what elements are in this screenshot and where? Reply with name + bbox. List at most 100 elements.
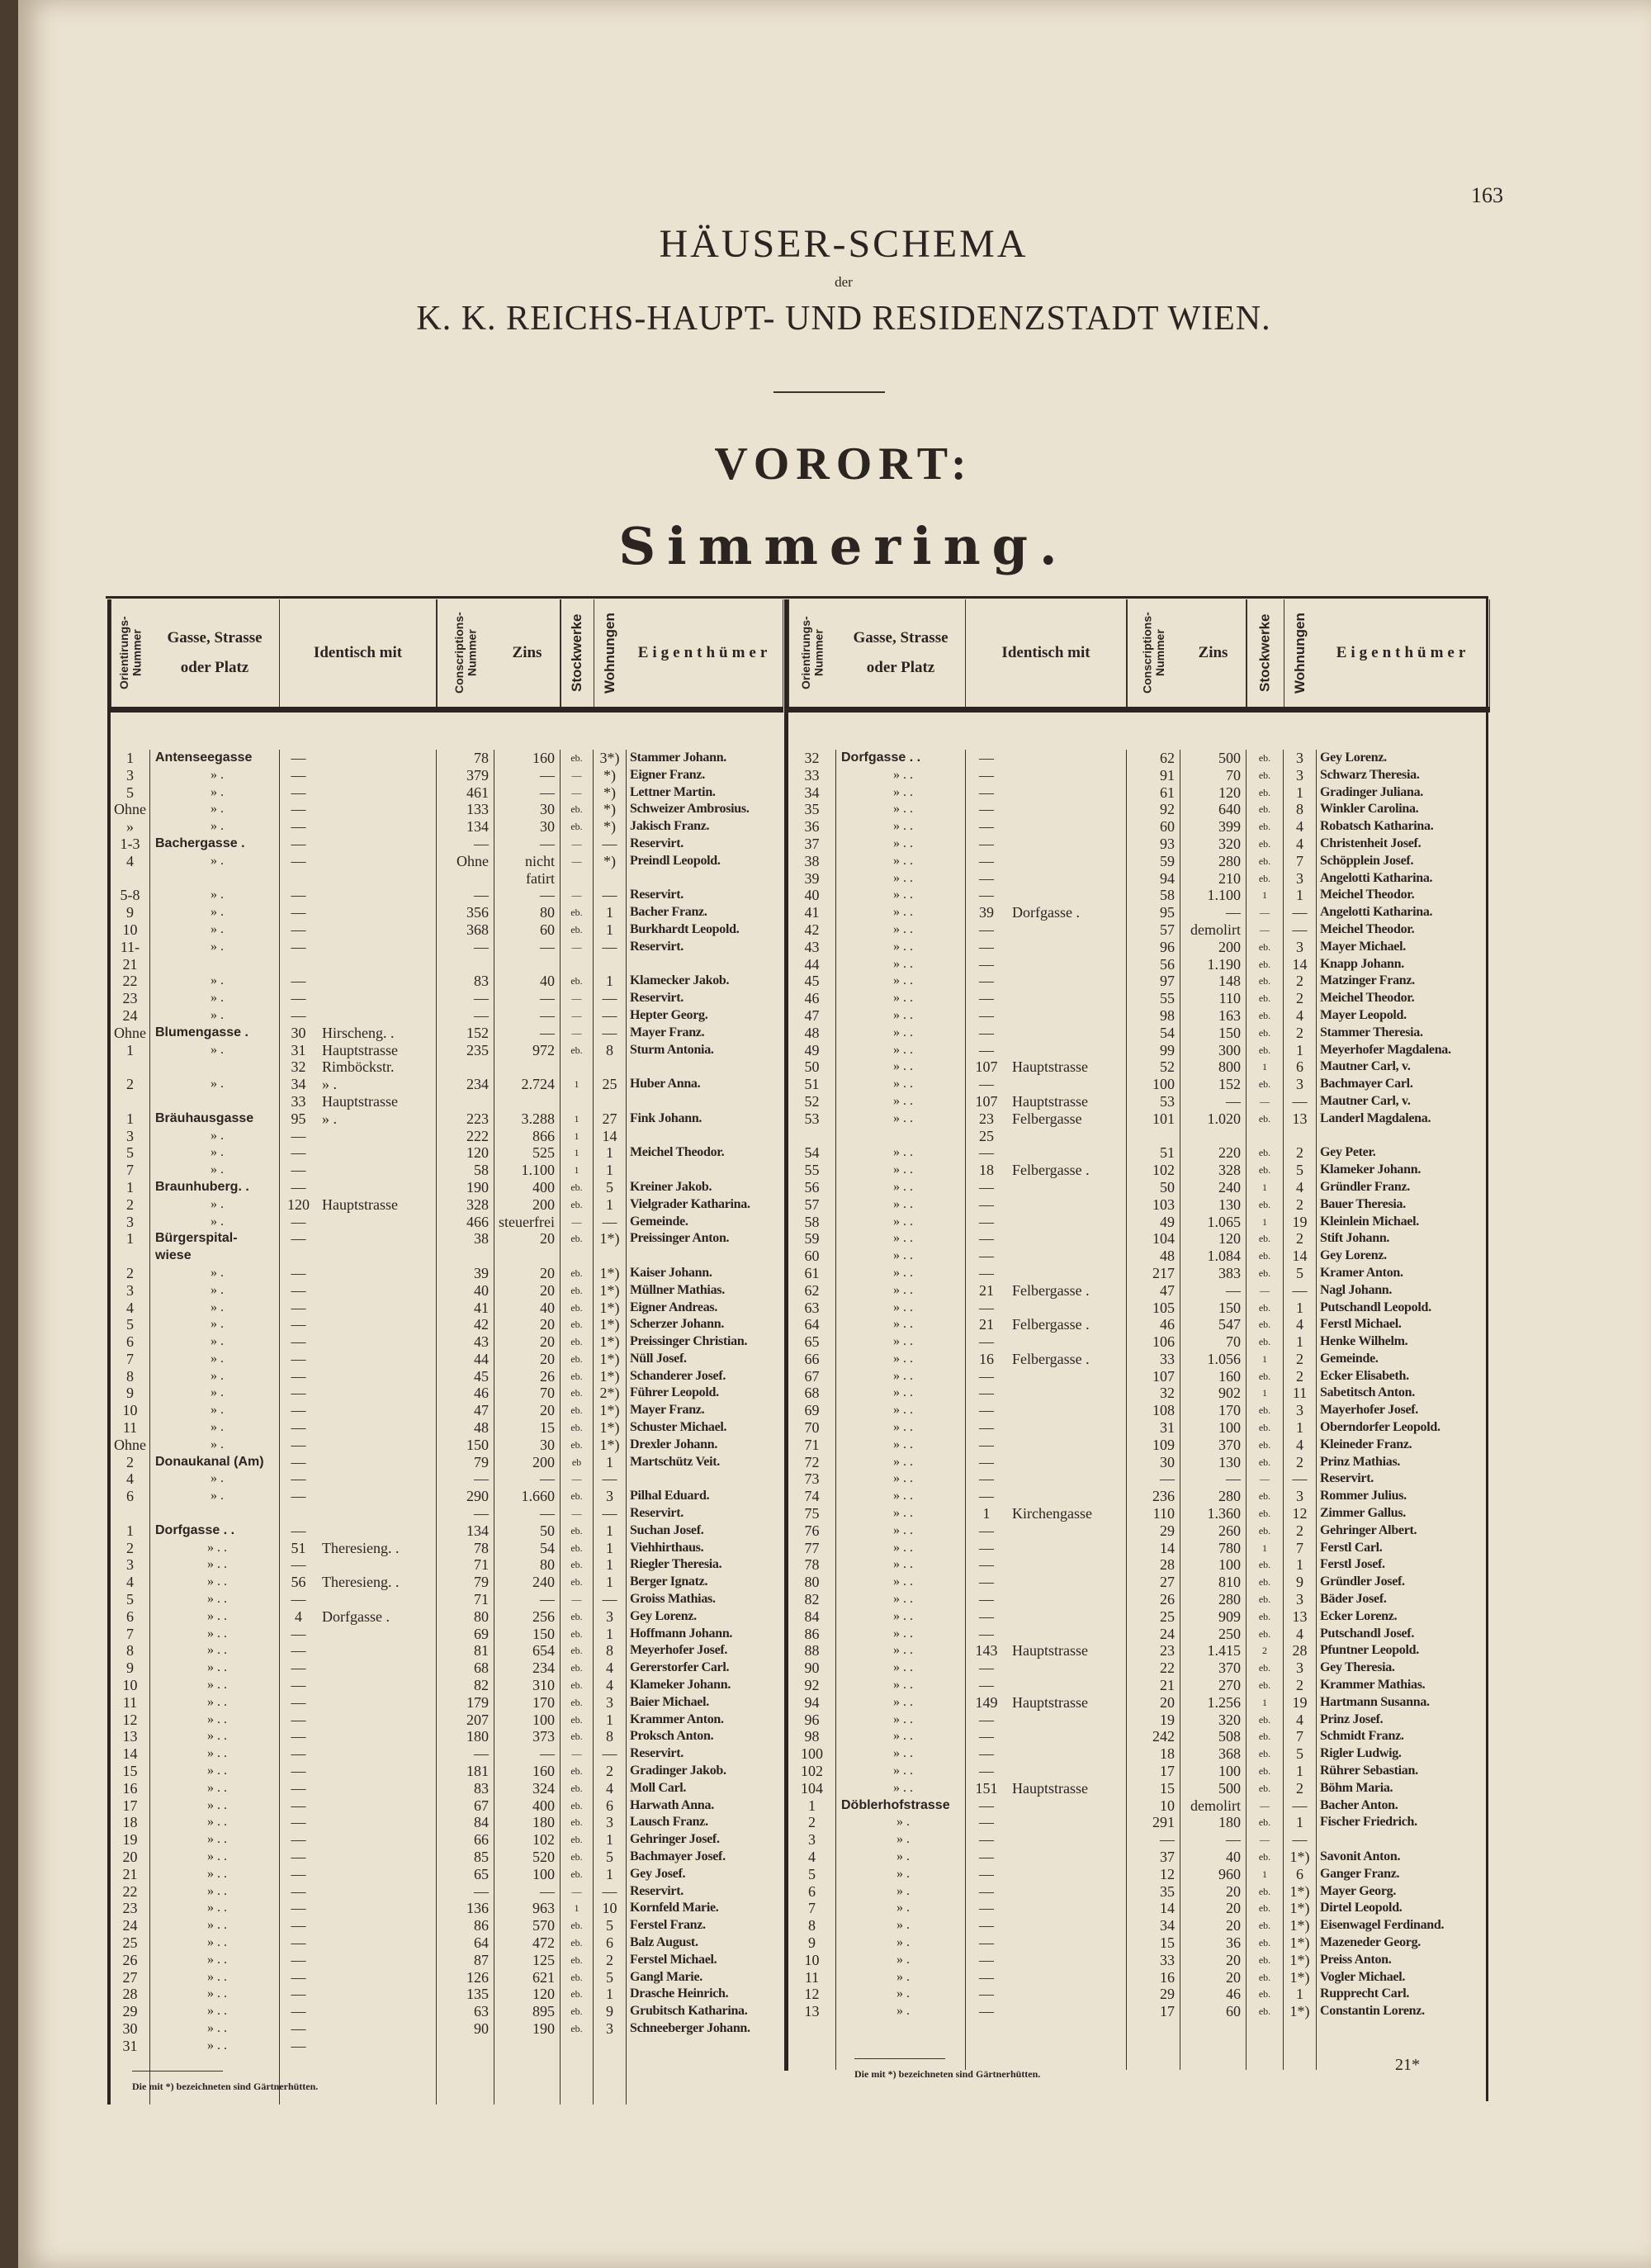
orient-number: 17 <box>111 1797 150 1815</box>
street-name: » . <box>150 973 280 991</box>
table-row: 9» . — 15 36 eb. 1*) Mazeneder Georg. <box>788 1934 1490 1952</box>
apartments: 1*) <box>594 1299 627 1317</box>
identical-street <box>317 750 437 767</box>
identical-number: — <box>979 1076 994 1093</box>
identical-number: — <box>291 2003 306 2020</box>
table-row: 62» . . 21 Felbergasse . 47— — — Nagl Johann. <box>788 1281 1490 1300</box>
table-row: 100» . . — 18 368 eb. 5 Rigler Ludwig. <box>788 1745 1490 1764</box>
apartments: 1*) <box>1284 1934 1317 1952</box>
orient-number: 55 <box>788 1162 836 1179</box>
identical-number: — <box>979 1900 994 1917</box>
conscription-number: — <box>437 1745 494 1764</box>
table-row: 13» . — 17 60 eb. 1*) Constantin Lorenz. <box>788 2003 1490 2020</box>
floors: eb. <box>1247 1917 1284 1934</box>
apartments: 3 <box>594 1814 627 1832</box>
street-name: » . <box>836 2003 966 2020</box>
floors: eb. <box>1247 784 1284 802</box>
street-name: » . . <box>836 1264 966 1282</box>
rent: 150 <box>1180 1299 1247 1317</box>
conscription-number: 17 <box>1127 1763 1180 1780</box>
orient-number: 1 <box>111 1178 150 1196</box>
identical-number: — <box>979 921 994 938</box>
floors: — <box>561 835 594 853</box>
owner: Preissinger Anton. <box>630 1231 730 1246</box>
identical-street <box>317 1745 437 1764</box>
column-header-stock: Stockwerke <box>1247 599 1284 707</box>
owner: Harwath Anna. <box>630 1797 714 1812</box>
street-name: » . . <box>836 1436 966 1454</box>
identical-number: — <box>291 1591 306 1608</box>
conscription-number: 83 <box>437 1779 494 1797</box>
table-row: 43» . . — 96 200 eb. 3 Mayer Michael. <box>788 938 1490 956</box>
apartments: — <box>1284 1092 1317 1110</box>
floors: — <box>561 1470 594 1489</box>
conscription-number: — <box>437 1470 494 1489</box>
apartments: 7 <box>1284 1539 1317 1557</box>
street-name: Dorfgasse . . <box>150 1522 280 1540</box>
identical-number: 1 <box>982 1505 991 1522</box>
rent: — <box>494 784 561 802</box>
rent: 120 <box>1180 1230 1247 1248</box>
orient-number: 5 <box>111 1316 150 1334</box>
street-name: » . . <box>836 887 966 905</box>
conscription-number: 46 <box>437 1385 494 1403</box>
street-name: » . . <box>836 1591 966 1608</box>
identical-street <box>317 1281 437 1300</box>
rent: — <box>494 938 561 973</box>
identical-number: — <box>291 990 306 1007</box>
identical-street <box>317 1797 437 1815</box>
owner: Reservirt. <box>630 1746 684 1761</box>
rent: 50 <box>494 1522 561 1540</box>
rent: 30 <box>494 818 561 836</box>
rent: — <box>1180 1092 1247 1110</box>
rent: — <box>1180 1470 1247 1489</box>
conscription-number: 44 <box>437 1350 494 1368</box>
apartments: 14 <box>1284 955 1317 973</box>
orient-number: 1-3 <box>111 835 150 853</box>
rent: 500 <box>1180 1779 1247 1797</box>
street-name: » . <box>150 1333 280 1351</box>
floors: eb. <box>1247 1264 1284 1282</box>
orient-number: 10 <box>788 1951 836 1969</box>
identical-street <box>317 1299 437 1317</box>
rent: 902 <box>1180 1385 1247 1403</box>
column-line <box>1127 2019 1180 2070</box>
owner: Meichel Theodor. <box>1320 921 1415 936</box>
identical-number: — <box>979 1264 994 1281</box>
identical-number: — <box>291 1745 306 1763</box>
table-row: 2» . — 291 180 eb. 1 Fischer Friedrich. <box>788 1814 1490 1832</box>
owner: Schanderer Josef. <box>630 1368 726 1383</box>
apartments: 1*) <box>594 1333 627 1351</box>
identical-street <box>317 1642 437 1660</box>
floors: 1 <box>1247 887 1284 905</box>
identical-street <box>317 1470 437 1489</box>
identical-street <box>317 1660 437 1678</box>
table-row: 65» . . — 106 70 eb. 1 Henke Wilhelm. <box>788 1333 1490 1351</box>
owner: Vogler Michael. <box>1320 1969 1406 1984</box>
floors: eb. <box>1247 1453 1284 1471</box>
identical-street <box>1007 1917 1127 1934</box>
identical-number: — <box>291 1299 306 1316</box>
apartments: 1 <box>1284 1299 1317 1317</box>
floors: 2 <box>1247 1642 1284 1660</box>
rent: 370 <box>1180 1660 1247 1678</box>
identical-street <box>1007 1402 1127 1420</box>
apartments: *) <box>594 852 627 888</box>
street-name: » . . <box>150 1642 280 1660</box>
owner: Fink Johann. <box>630 1110 703 1125</box>
orient-number: 77 <box>788 1539 836 1557</box>
orient-number: 13 <box>111 1728 150 1746</box>
conscription-number: 81 <box>437 1642 494 1660</box>
floors: eb. <box>1247 1677 1284 1694</box>
identical-number: — <box>979 1006 994 1024</box>
table-row: 88» . . 143 Hauptstrasse 23 1.415 2 28 Pfuntner… <box>788 1642 1490 1660</box>
floors: eb. <box>561 1917 594 1934</box>
apartments: 1 <box>1284 784 1317 802</box>
identical-number: — <box>291 852 306 869</box>
rent: 80 <box>494 904 561 921</box>
apartments: 13 <box>1284 1607 1317 1626</box>
apartments: 2 <box>1284 1024 1317 1042</box>
orient-number: 26 <box>111 1951 150 1969</box>
identical-number: — <box>979 1831 994 1849</box>
rent: — <box>494 1882 561 1901</box>
